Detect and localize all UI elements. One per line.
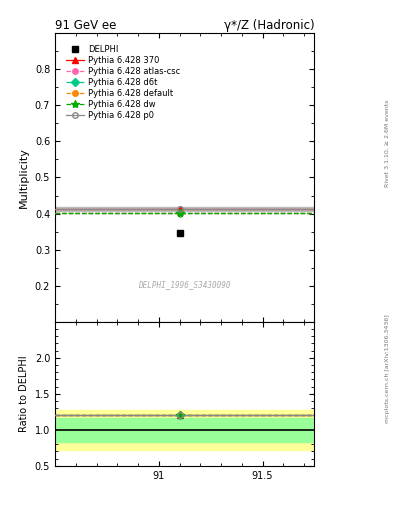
Text: DELPHI_1996_S3430090: DELPHI_1996_S3430090	[138, 280, 231, 289]
Text: Rivet 3.1.10, ≥ 2.6M events: Rivet 3.1.10, ≥ 2.6M events	[385, 100, 389, 187]
Text: γ*/Z (Hadronic): γ*/Z (Hadronic)	[224, 19, 314, 32]
Text: 91 GeV ee: 91 GeV ee	[55, 19, 116, 32]
Bar	[55, 410, 314, 450]
Bar	[55, 418, 314, 442]
Legend: DELPHI, Pythia 6.428 370, Pythia 6.428 atlas-csc, Pythia 6.428 d6t, Pythia 6.428: DELPHI, Pythia 6.428 370, Pythia 6.428 a…	[64, 43, 182, 122]
Text: mcplots.cern.ch [arXiv:1306.3436]: mcplots.cern.ch [arXiv:1306.3436]	[385, 314, 389, 423]
Y-axis label: Multiplicity: Multiplicity	[19, 147, 29, 208]
Bar	[55, 207, 314, 211]
Y-axis label: Ratio to DELPHI: Ratio to DELPHI	[19, 355, 29, 432]
